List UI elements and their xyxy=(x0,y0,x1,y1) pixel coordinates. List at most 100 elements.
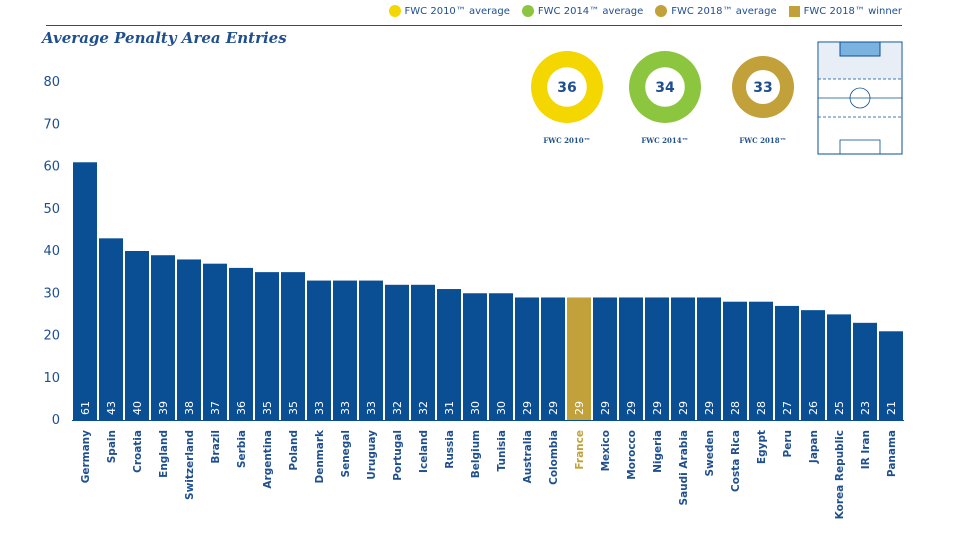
bar xyxy=(151,255,175,420)
bar xyxy=(515,297,539,420)
bar-value-label: 37 xyxy=(209,401,222,415)
bar xyxy=(255,272,279,420)
bar-value-label: 36 xyxy=(235,401,248,415)
x-tick-label: Poland xyxy=(288,430,300,471)
legend-label: FWC 2018™ winner xyxy=(803,5,902,17)
legend-label: FWC 2018™ average xyxy=(671,5,777,17)
x-tick-label: Sweden xyxy=(704,430,716,477)
legend-swatch xyxy=(388,5,401,17)
bar-value-label: 26 xyxy=(807,401,820,415)
y-tick-label: 50 xyxy=(43,202,60,217)
bar xyxy=(645,297,669,420)
x-tick-label: Switzerland xyxy=(184,430,196,500)
bar xyxy=(489,293,513,420)
bar xyxy=(463,293,487,420)
x-tick-label: Portugal xyxy=(392,430,404,481)
x-tick-label: Argentina xyxy=(262,430,274,489)
x-tick-label: Australia xyxy=(522,430,534,483)
x-tick-label: Croatia xyxy=(132,430,144,473)
x-tick-label: Nigeria xyxy=(652,430,664,473)
x-tick-label: Iceland xyxy=(418,430,430,473)
bar-value-label: 29 xyxy=(677,401,690,415)
bar-value-label: 32 xyxy=(391,401,404,415)
x-tick-label: Korea Republic xyxy=(834,430,846,519)
bar-value-label: 21 xyxy=(885,401,898,415)
x-tick-label: Peru xyxy=(782,430,794,457)
bar-value-label: 25 xyxy=(833,401,846,415)
bar xyxy=(333,280,357,420)
bar xyxy=(801,310,825,420)
legend-label: FWC 2014™ average xyxy=(537,5,644,17)
x-tick-label: Mexico xyxy=(600,430,612,471)
header-rule xyxy=(46,25,902,26)
bar-value-label: 30 xyxy=(495,401,508,415)
legend-label: FWC 2010™ average xyxy=(404,5,510,17)
bar xyxy=(697,297,721,420)
x-tick-label: Egypt xyxy=(756,430,768,464)
bar xyxy=(541,297,565,420)
average-label: FWC 2010™ xyxy=(543,136,591,145)
y-tick-label: 40 xyxy=(43,244,60,259)
bar xyxy=(359,280,383,420)
average-donut-hole xyxy=(547,67,587,107)
bar xyxy=(203,263,227,420)
bar xyxy=(593,297,617,420)
pitch-penalty-area xyxy=(839,139,881,155)
bar-value-label: 23 xyxy=(859,401,872,415)
x-tick-label: Russia xyxy=(444,430,456,469)
average-value: 33 xyxy=(753,80,772,96)
pitch-center-circle xyxy=(849,87,871,109)
bar xyxy=(385,284,409,420)
bar xyxy=(723,301,747,420)
x-tick-label: Costa Rica xyxy=(730,430,742,492)
x-tick-label: Saudi Arabia xyxy=(678,430,690,505)
bar-value-label: 33 xyxy=(339,401,352,415)
y-tick-label: 20 xyxy=(43,329,60,344)
y-tick-label: 60 xyxy=(43,160,60,175)
bar-value-label: 35 xyxy=(287,401,300,415)
chart-title: Average Penalty Area Entries xyxy=(42,29,287,47)
average-donut-hole xyxy=(745,69,781,105)
bar xyxy=(437,289,461,420)
bar-value-label: 29 xyxy=(547,401,560,415)
x-tick-label: Uruguay xyxy=(366,430,378,480)
average-value: 34 xyxy=(655,80,675,96)
average-value: 36 xyxy=(557,80,576,96)
bar xyxy=(567,297,591,420)
y-tick-label: 0 xyxy=(52,413,60,428)
legend-item: FWC 2018™ average xyxy=(655,5,777,17)
legend-swatch xyxy=(788,5,800,17)
bar xyxy=(671,297,695,420)
x-tick-label: IR Iran xyxy=(860,430,872,469)
bar xyxy=(281,272,305,420)
legend-item: FWC 2018™ winner xyxy=(788,5,902,17)
bar-value-label: 61 xyxy=(79,401,92,415)
legend-item: FWC 2010™ average xyxy=(388,5,510,17)
bar-value-label: 31 xyxy=(443,401,456,415)
x-tick-label: Tunisia xyxy=(496,430,508,472)
legend: FWC 2010™ average FWC 2014™ average FWC 20… xyxy=(388,5,902,17)
bar xyxy=(99,238,123,420)
bar-value-label: 29 xyxy=(625,401,638,415)
bar xyxy=(775,305,799,420)
bar-value-label: 28 xyxy=(729,401,742,415)
x-tick-label: Belgium xyxy=(470,430,482,478)
average-donut-hole xyxy=(645,67,685,107)
x-tick-label: Morocco xyxy=(626,430,638,480)
bar xyxy=(749,301,773,420)
x-tick-label: Germany xyxy=(80,430,92,483)
bar xyxy=(879,331,903,420)
x-tick-label: Senegal xyxy=(340,430,352,477)
bar xyxy=(125,251,149,420)
x-tick-label: Spain xyxy=(106,430,118,463)
bar-value-label: 40 xyxy=(131,401,144,415)
legend-swatch xyxy=(521,5,534,17)
bar-value-label: 33 xyxy=(313,401,326,415)
pitch-penalty-area-highlight xyxy=(839,41,881,57)
bar-value-label: 30 xyxy=(469,401,482,415)
bar-value-label: 28 xyxy=(755,401,768,415)
y-tick-label: 80 xyxy=(43,75,60,90)
bar-value-label: 29 xyxy=(599,401,612,415)
bar-value-label: 29 xyxy=(573,401,586,415)
legend-item: FWC 2014™ average xyxy=(521,5,644,17)
